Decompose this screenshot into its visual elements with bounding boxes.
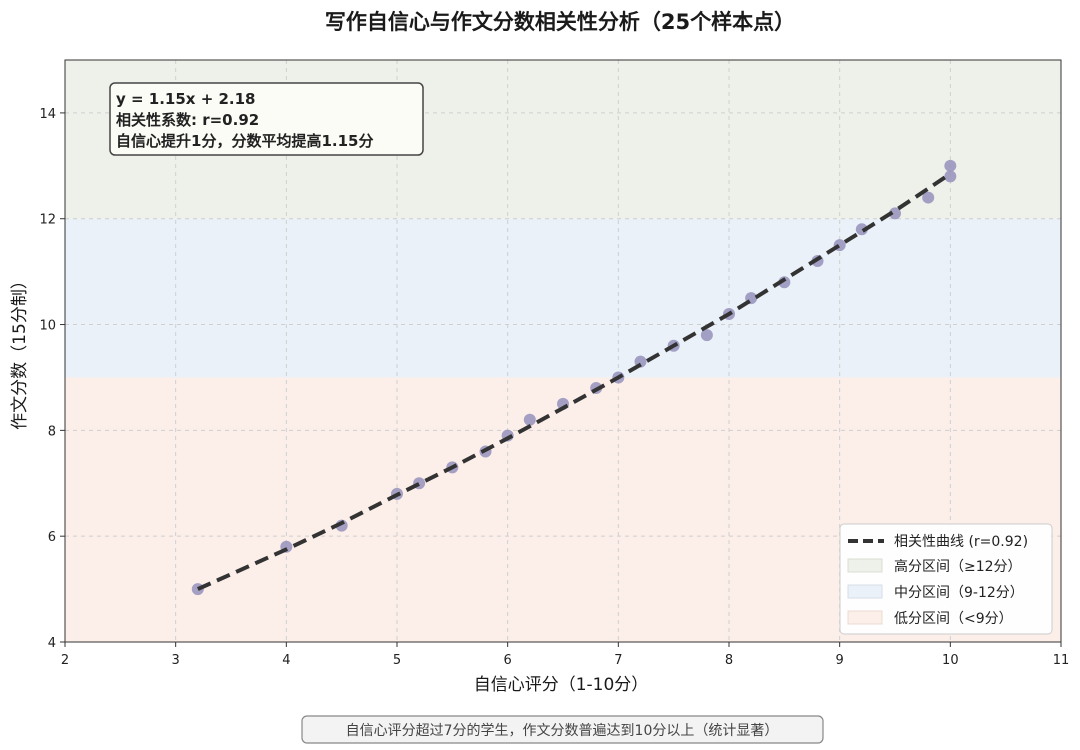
y-tick-label: 10 [39,319,56,334]
footnote-box [301,715,824,744]
y-axis-ticks: 4 6 8 10 12 14 [39,107,65,651]
footnote-text: 自信心评分超过7分的学生，作文分数普遍达到10分以上（统计显著） [346,723,779,739]
y-tick-label: 12 [39,213,56,228]
correlation-curve [196,172,952,591]
legend-high-band-swatch [847,558,883,573]
legend-mid-band-swatch [847,584,883,599]
annotation-line-equation: y = 1.15x + 2.18 [116,90,256,108]
y-tick-label: 8 [48,424,56,439]
x-tick-label: 8 [725,653,733,668]
footnote: 自信心评分超过7分的学生，作文分数普遍达到10分以上（统计显著） [301,715,824,744]
data-point [922,191,935,204]
x-axis-label: 自信心评分（1-10分） [474,675,649,695]
legend-low-band-label: 低分区间（<9分） [894,611,1013,627]
x-tick-label: 2 [61,653,69,668]
data-point [889,207,901,220]
legend-low-band-swatch [847,610,883,625]
x-tick-label: 3 [172,653,180,668]
data-point [523,413,536,426]
legend-curve-label: 相关性曲线 (r=0.92) [894,534,1028,550]
x-tick-label: 7 [614,653,622,668]
data-point [700,329,713,342]
plot-frame [64,59,1062,643]
y-tick-label: 14 [39,107,56,122]
grid-lines [64,60,1062,643]
data-point [944,170,957,183]
mid-score-band [65,218,1061,378]
annotation-box [109,82,424,156]
y-axis-label: 作文分数（15分制） [10,272,30,430]
legend: 相关性曲线 (r=0.92) 高分区间（≥12分） 中分区间（9-12分） 低分… [839,523,1053,635]
legend-box [839,523,1053,635]
annotation-line-correlation: 相关性系数: r=0.92 [116,111,259,129]
y-tick-label: 6 [48,530,56,545]
x-tick-label: 6 [504,653,512,668]
chart-title: 写作自信心与作文分数相关性分析（25个样本点） [325,10,795,34]
legend-mid-band-label: 中分区间（9-12分） [894,585,1024,601]
x-tick-label: 11 [1053,653,1070,668]
x-tick-label: 9 [836,653,844,668]
legend-high-band-label: 高分区间（≥12分） [894,558,1022,575]
x-axis-ticks: 2 3 4 5 6 7 8 9 10 11 [61,642,1069,668]
x-tick-label: 4 [282,653,290,668]
equation-annotation: y = 1.15x + 2.18 相关性系数: r=0.92 自信心提升1分，分… [109,82,424,156]
x-tick-label: 10 [942,653,959,668]
data-point [944,159,957,172]
y-tick-label: 4 [48,636,56,651]
x-tick-label: 5 [393,653,401,668]
annotation-line-effect: 自信心提升1分，分数平均提高1.15分 [116,132,373,150]
